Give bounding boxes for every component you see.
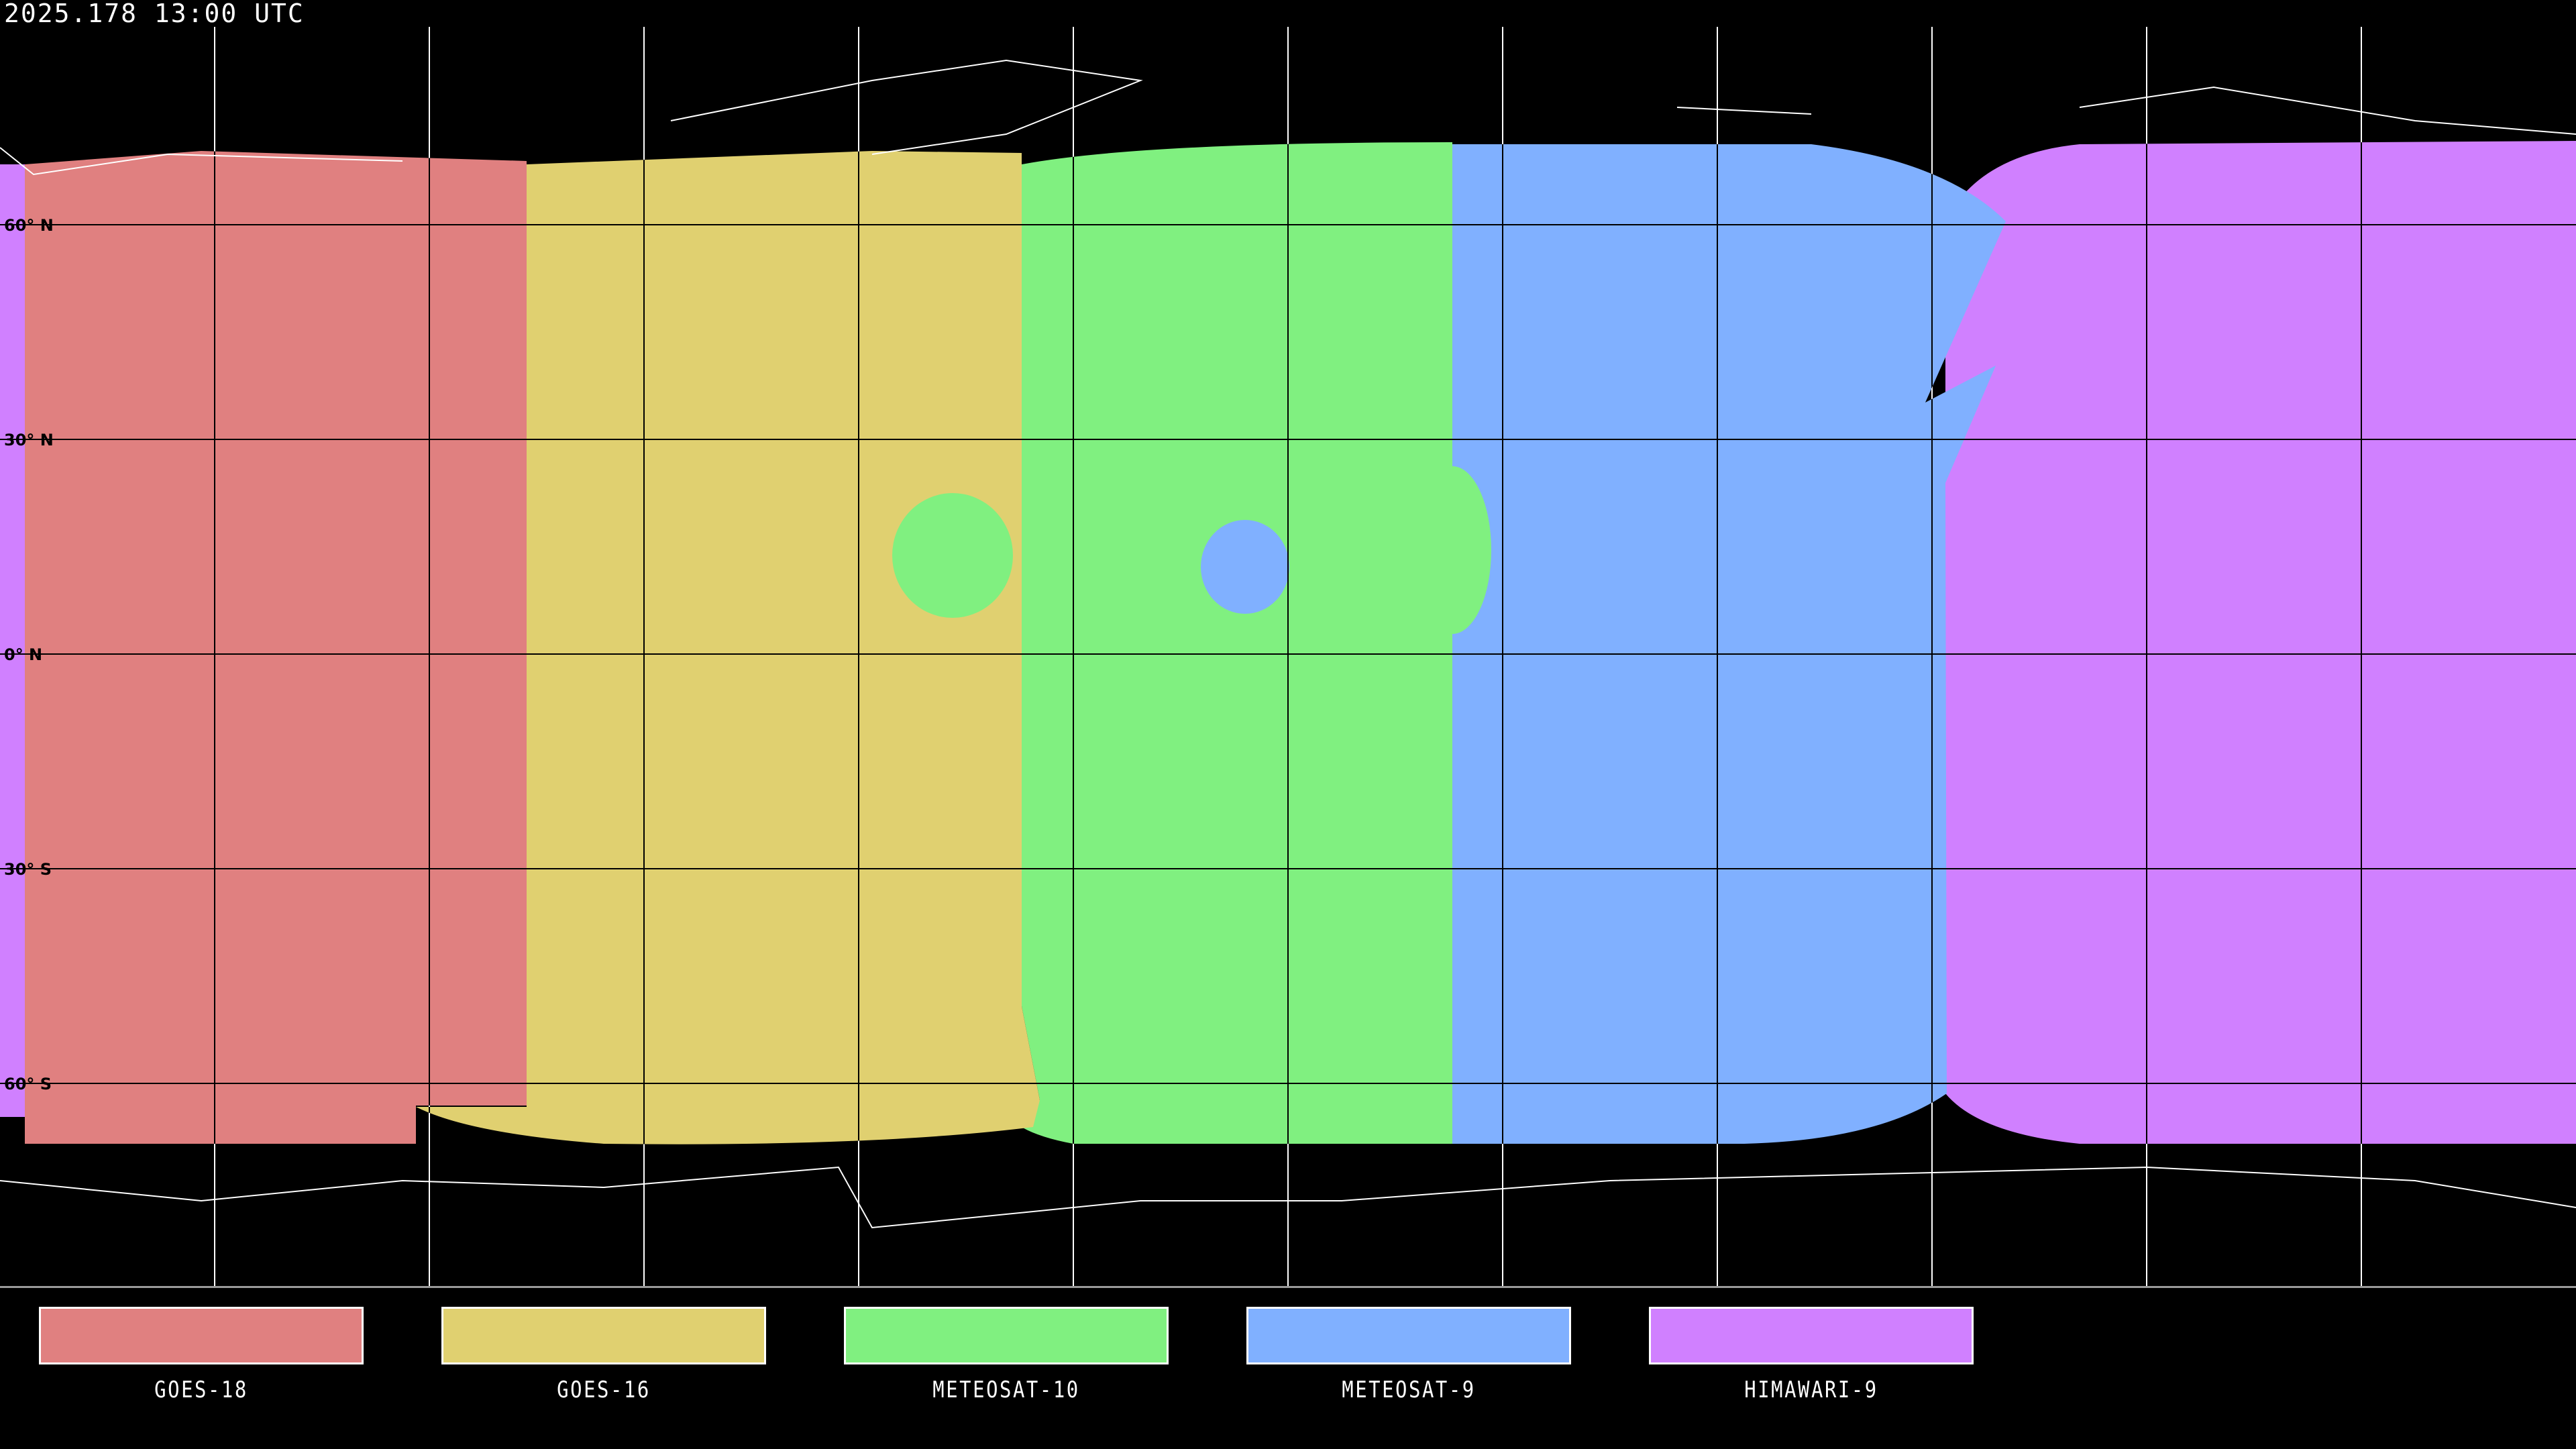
coastline-arctic — [0, 59, 2576, 176]
legend-item-meteosat-9: METEOSAT-9 — [1246, 1307, 1571, 1403]
legend-item-himawari-9: HIMAWARI-9 — [1649, 1307, 1974, 1403]
lat-label-30s: 30° S — [4, 860, 52, 879]
map-border — [0, 1286, 2576, 1288]
timestamp-title: 2025.178 13:00 UTC — [4, 0, 305, 28]
world-map — [0, 0, 2576, 1286]
coverage-himawari-9-wrap — [0, 164, 25, 1117]
legend-swatch — [1246, 1307, 1571, 1364]
lat-label-60s: 60° S — [4, 1075, 52, 1093]
legend-label: GOES-16 — [557, 1377, 651, 1403]
coverage-meteosat-10 — [1006, 142, 1452, 1144]
coverage-meteosat-9-patch — [1201, 520, 1289, 614]
coverage-goes-16 — [416, 151, 1040, 1144]
coverage-himawari-9 — [1945, 141, 2576, 1144]
legend-swatch — [39, 1307, 364, 1364]
legend-label: GOES-18 — [154, 1377, 248, 1403]
graticule — [0, 0, 2576, 1286]
coverage-meteosat-10-patch — [892, 493, 1013, 618]
lat-label-60n: 60° N — [4, 216, 54, 235]
legend-item-meteosat-10: METEOSAT-10 — [844, 1307, 1169, 1403]
legend-item-goes-16: GOES-16 — [441, 1307, 766, 1403]
lat-label-30n: 30° N — [4, 431, 54, 449]
legend-item-goes-18: GOES-18 — [39, 1307, 364, 1403]
legend-label: METEOSAT-9 — [1342, 1377, 1476, 1403]
coverage-meteosat-10-bulge — [1413, 466, 1491, 634]
coverage-goes-18 — [25, 151, 527, 1144]
legend-swatch — [1649, 1307, 1974, 1364]
legend-swatch — [844, 1307, 1169, 1364]
coastline-antarctica — [0, 1166, 2576, 1229]
legend-label: HIMAWARI-9 — [1744, 1377, 1878, 1403]
legend-swatch — [441, 1307, 766, 1364]
lat-label-equator: 0° N — [4, 645, 43, 664]
coverage-meteosat-9 — [1452, 144, 2006, 1144]
legend-label: METEOSAT-10 — [932, 1377, 1080, 1403]
